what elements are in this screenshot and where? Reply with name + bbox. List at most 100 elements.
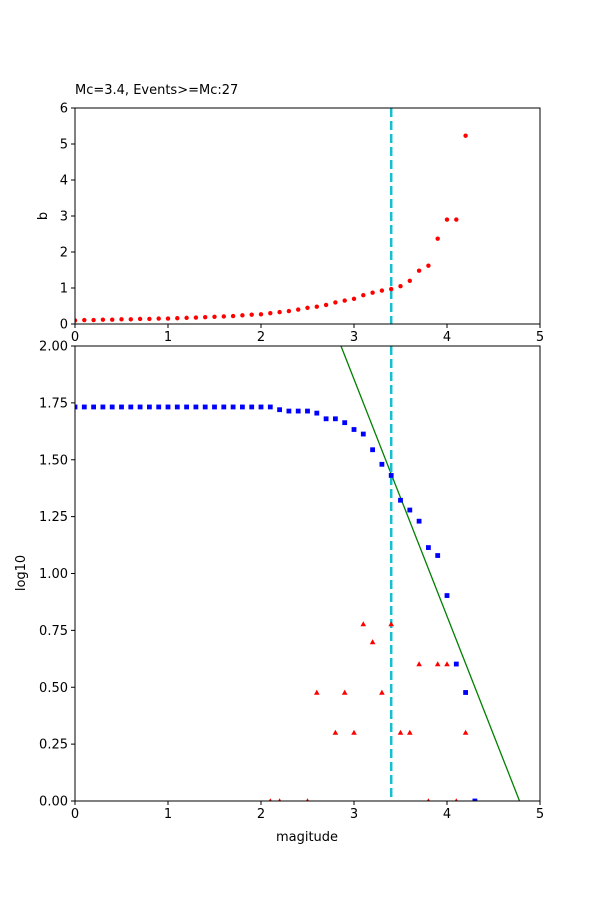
bottom-y-tick-label: 1.25 (39, 510, 68, 525)
bottom-series-0-point (174, 404, 180, 410)
bottom-y-tick-label: 1.50 (39, 453, 68, 468)
bottom-series-0-point (342, 420, 348, 426)
top-x-tick-label: 3 (350, 330, 358, 345)
bottom-y-tick-label: 2.00 (39, 340, 68, 355)
bottom-series-0-point (137, 404, 143, 410)
bottom-series-1-point (314, 689, 320, 695)
bottom-series-1-point (454, 798, 458, 801)
top-series-0-point (342, 298, 347, 303)
bottom-y-tick-label: 0.50 (39, 681, 68, 696)
bottom-series-0-point (267, 404, 273, 410)
bottom-series-0-point (156, 404, 162, 410)
top-series-0-point (389, 286, 394, 292)
bottom-series-0-point (323, 416, 329, 422)
top-x-tick-label: 0 (71, 330, 79, 345)
top-series-0-point (212, 314, 217, 319)
bottom-x-tick-label: 0 (71, 807, 79, 822)
top-series-0-point (454, 217, 459, 222)
bottom-x-axis-label: magitude (276, 830, 338, 845)
top-series-0-point (305, 305, 310, 310)
bottom-series-0-point (147, 404, 152, 410)
top-series-0-point (351, 296, 357, 301)
bottom-series-0-point (184, 404, 189, 410)
bottom-series-1-point (444, 661, 450, 667)
bottom-series-0-point (193, 404, 199, 410)
top-plot-background (75, 108, 540, 324)
bottom-series-0-point (100, 404, 106, 410)
top-series-0-point (82, 317, 87, 323)
bottom-series-0-point (81, 404, 87, 410)
bottom-series-1-point (397, 729, 404, 735)
top-series-0-point (203, 314, 208, 320)
bottom-fit-line (340, 346, 521, 801)
top-x-tick-label: 1 (164, 330, 172, 345)
bottom-series-1-point (416, 661, 422, 667)
bottom-series-0-point (91, 404, 96, 410)
bottom-series-0-point (333, 416, 338, 422)
bottom-series-0-point (75, 404, 78, 410)
bottom-series-0-point (453, 661, 459, 667)
top-series-0-point (323, 302, 329, 308)
top-series-0-point (240, 313, 245, 318)
bottom-y-tick-label: 0.75 (39, 624, 68, 639)
bottom-series-1-point (407, 729, 413, 735)
top-chart-title: Mc=3.4, Events>=Mc:27 (75, 83, 238, 98)
bottom-series-0-point (426, 545, 431, 550)
bottom-series-1-point (305, 798, 310, 801)
top-x-tick-label: 5 (536, 330, 544, 345)
bottom-series-0-point (472, 798, 478, 801)
bottom-panel: log10 magitude 0 1 2 3 4 5 0.00 0.25 0.50 0.75 1.0… (14, 340, 544, 846)
bottom-series-1-point (351, 729, 357, 735)
bottom-series-0-point (305, 408, 310, 414)
top-x-tick-label: 4 (443, 330, 451, 345)
bottom-series-0-point (407, 507, 413, 513)
top-y-tick-label: 1 (60, 282, 68, 297)
top-series-0-point (221, 314, 226, 319)
bottom-series-0-point (463, 690, 468, 695)
bottom-series-0-point (388, 473, 394, 478)
top-series-0-point (416, 268, 422, 273)
bottom-series-1-point (462, 729, 469, 735)
top-x-tick-label: 2 (257, 330, 265, 345)
bottom-series-0-point (212, 404, 217, 410)
bottom-x-tick-label: 4 (443, 807, 451, 822)
bottom-y-tick-label: 1.00 (39, 567, 68, 582)
top-y-tick-label: 6 (60, 102, 68, 117)
top-series-0-point (333, 300, 338, 305)
top-series-0-point (361, 293, 366, 298)
top-series-0-point (165, 316, 171, 321)
bottom-series-1-point (360, 621, 367, 627)
top-y-tick-label: 5 (60, 138, 68, 153)
bottom-series-1-point (268, 798, 272, 801)
bottom-series-0-point (314, 410, 320, 416)
top-series-0-point (175, 316, 180, 321)
top-series-0-point (137, 316, 143, 322)
bottom-series-0-point (128, 404, 134, 410)
bottom-series-0-point (398, 497, 403, 503)
bottom-series-0-point (258, 404, 264, 410)
bottom-series-0-point (351, 427, 357, 432)
top-series-0-point (258, 312, 264, 317)
bottom-series-1-point (434, 661, 441, 667)
bottom-series-1-point (332, 729, 339, 735)
bottom-x-tick-label: 1 (164, 807, 172, 822)
top-y-tick-label: 2 (60, 246, 68, 261)
top-series-0-point (407, 278, 412, 283)
top-y-axis-label: b (36, 212, 51, 220)
bottom-series-0-point (295, 408, 301, 414)
bottom-series-1-point (379, 689, 385, 695)
top-series-0-point (277, 309, 282, 315)
bottom-x-tick-label: 3 (350, 807, 358, 822)
top-series-0-point (444, 217, 450, 222)
top-y-tick-label: 3 (60, 210, 68, 225)
bottom-series-0-point (435, 553, 441, 558)
bottom-series-1-point (369, 639, 376, 645)
bottom-series-0-point (360, 431, 366, 437)
bottom-y-tick-label: 1.75 (39, 396, 68, 411)
top-series-0-point (193, 315, 199, 320)
top-series-0-point (128, 317, 133, 322)
bottom-series-0-point (416, 518, 422, 524)
top-y-tick-label: 4 (60, 174, 68, 189)
bottom-series-0-point (119, 404, 124, 410)
bottom-series-0-point (230, 404, 236, 410)
